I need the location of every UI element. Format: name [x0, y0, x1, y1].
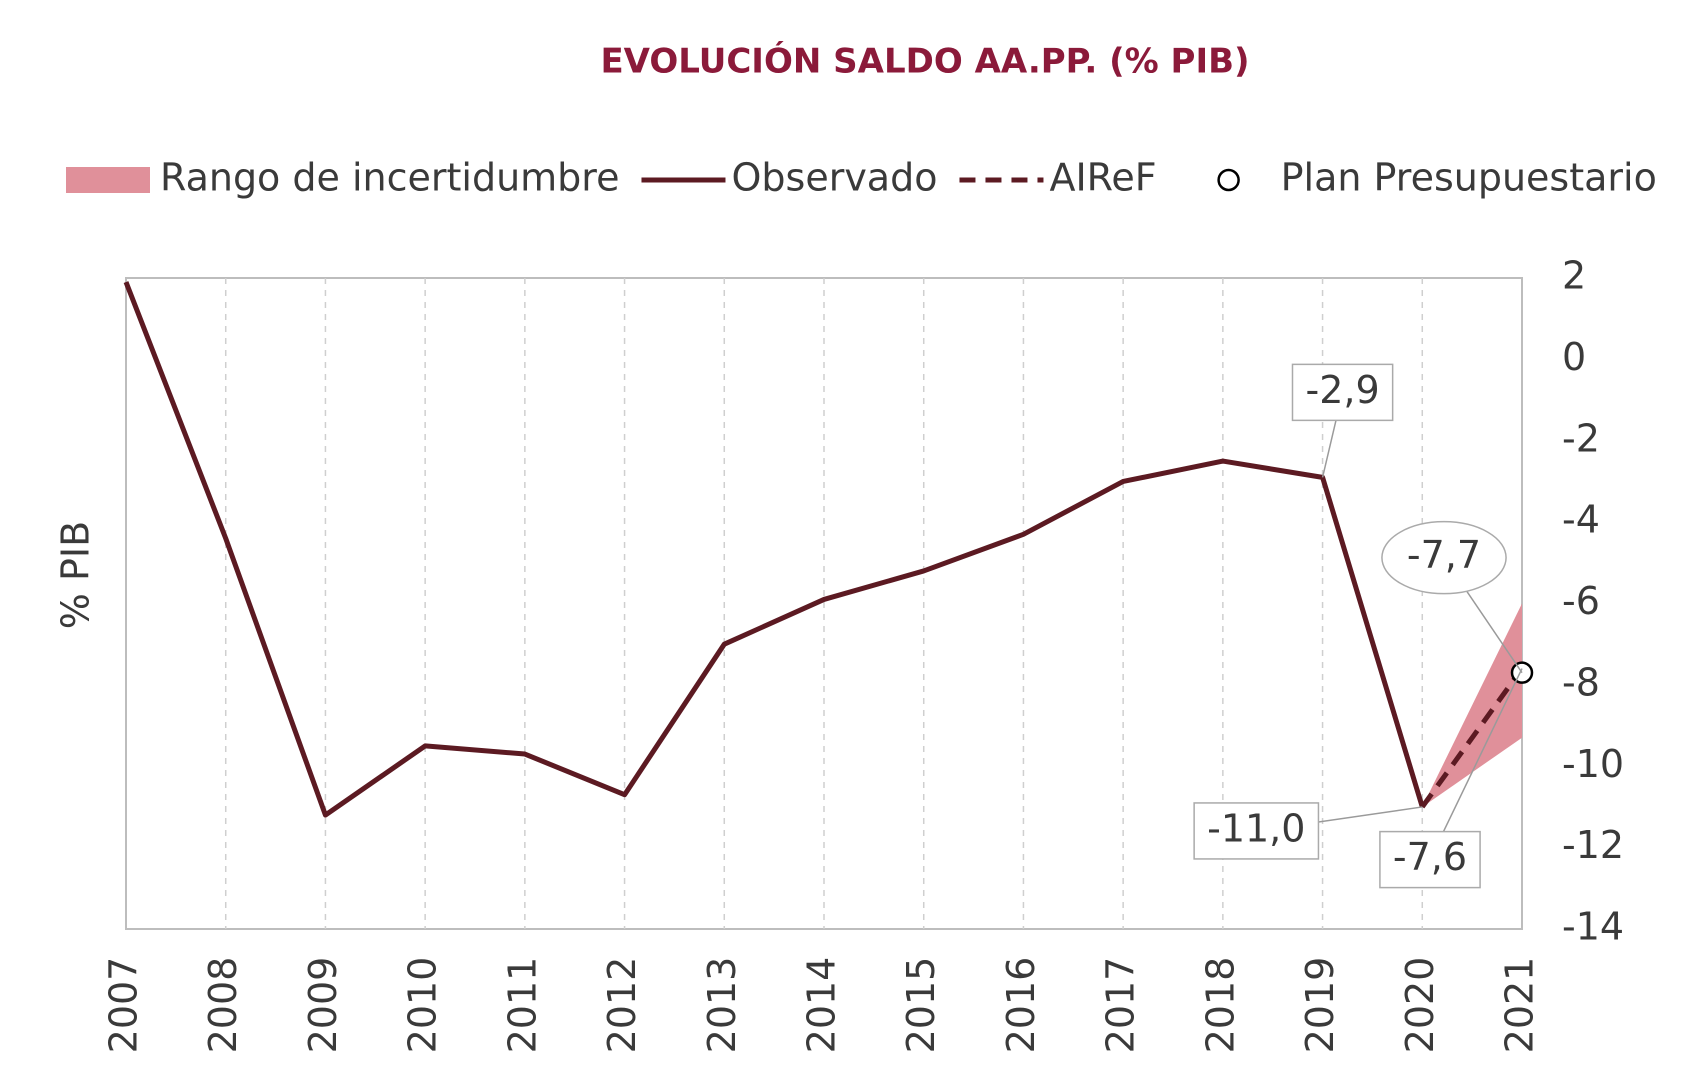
- data-label-box: [1193, 802, 1320, 860]
- x-tick-label: 2008: [201, 957, 245, 1054]
- y-tick-label: -2: [1562, 416, 1600, 460]
- airef-line: [1420, 667, 1525, 809]
- x-tick-label: 2011: [500, 957, 544, 1054]
- y-tick-label: -12: [1562, 823, 1624, 867]
- y-tick-label: 0: [1562, 335, 1586, 379]
- x-tick-label: 2021: [1498, 957, 1542, 1054]
- legend-label: Rango de incertidumbre: [160, 156, 619, 200]
- data-label: -11,0: [1207, 806, 1305, 850]
- x-tick-label: 2016: [999, 957, 1043, 1054]
- legend-label: AIReF: [1049, 156, 1156, 200]
- y-tick-label: -8: [1562, 660, 1600, 704]
- y-tick-label: -10: [1562, 742, 1624, 786]
- x-tick-label: 2015: [899, 957, 943, 1054]
- data-label: -7,6: [1393, 835, 1467, 879]
- chart-title: EVOLUCIÓN SALDO AA.PP. (% PIB): [600, 41, 1249, 82]
- x-tick-label: 2019: [1298, 957, 1342, 1054]
- y-axis-label: % PIB: [54, 521, 98, 629]
- legend-label: Observado: [731, 156, 937, 200]
- data-label: -2,9: [1305, 368, 1379, 412]
- legend-swatch: [1217, 168, 1240, 192]
- x-tick-label: 2013: [700, 957, 744, 1054]
- x-tick-label: 2007: [102, 957, 146, 1054]
- y-tick-label: 2: [1562, 254, 1586, 298]
- data-label-box: [1381, 520, 1507, 595]
- uncertainty-band: [1422, 603, 1522, 807]
- label-leader: [1429, 668, 1523, 860]
- y-tick-label: -6: [1562, 579, 1600, 623]
- legend-label: Plan Presupuestario: [1281, 156, 1657, 200]
- x-tick-label: 2020: [1398, 957, 1442, 1054]
- x-tick-label: 2017: [1099, 957, 1143, 1054]
- y-tick-label: -14: [1562, 905, 1624, 949]
- x-tick-label: 2009: [301, 957, 345, 1054]
- y-tick-label: -4: [1562, 498, 1600, 542]
- legend-swatch: [66, 167, 150, 193]
- data-label-box: [1379, 830, 1481, 889]
- data-label-box: [1291, 363, 1394, 422]
- x-tick-label: 2012: [600, 957, 644, 1054]
- x-tick-label: 2014: [800, 957, 844, 1054]
- x-tick-label: 2018: [1198, 957, 1242, 1054]
- x-tick-label: 2010: [401, 957, 445, 1054]
- data-label: -7,7: [1407, 533, 1481, 577]
- observed-line: [123, 281, 1425, 818]
